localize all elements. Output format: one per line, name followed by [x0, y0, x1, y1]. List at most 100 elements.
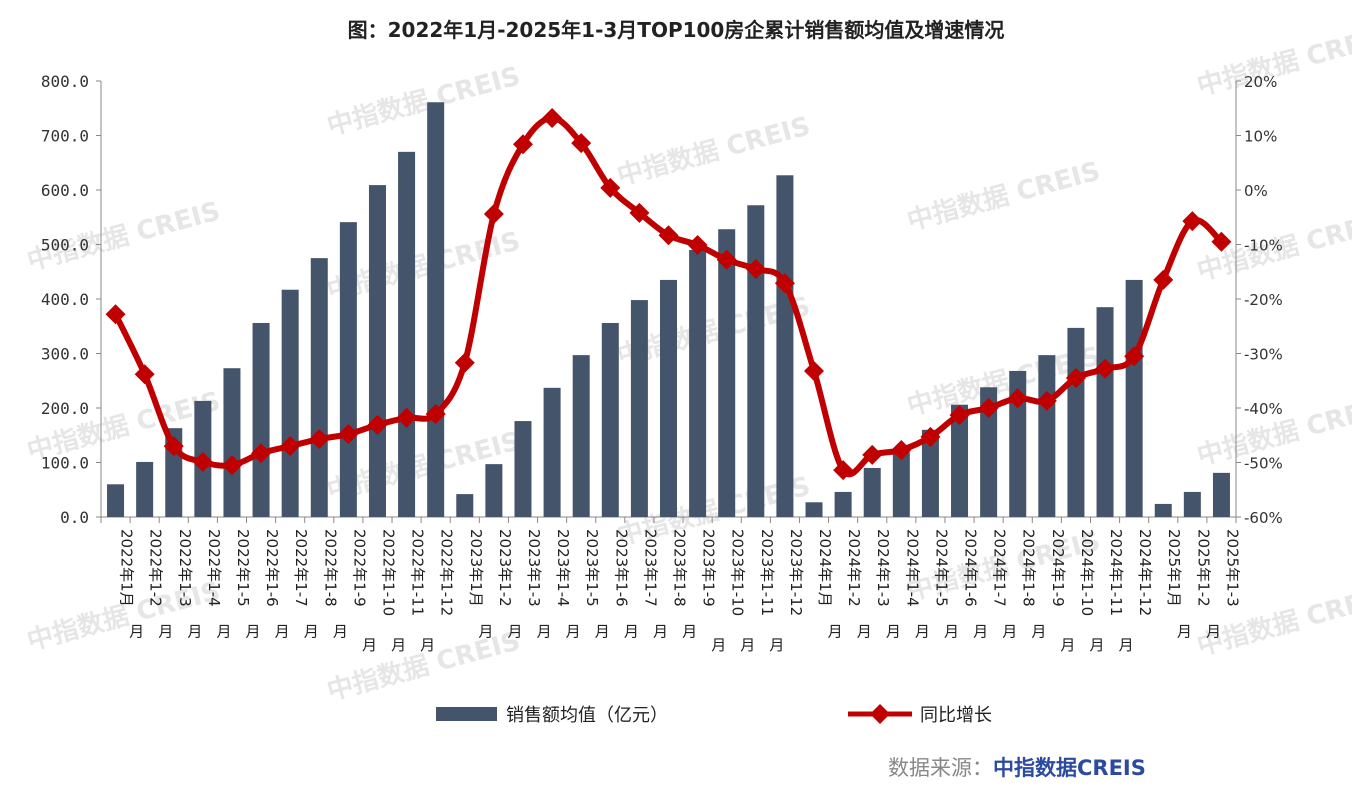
x-tick-label: 2024年1-9月: [1031, 529, 1067, 641]
growth-point: [1036, 390, 1057, 411]
source-name: 中指数据CREIS: [993, 756, 1146, 780]
bar: [892, 452, 910, 517]
x-tick-label: 2024年1-12 月: [1119, 529, 1155, 654]
chart-title: 图：2022年1月-2025年1-3月TOP100房企累计销售额均值及增速情况: [347, 18, 1005, 42]
left-tick-label: 100.0: [41, 454, 89, 473]
x-tick-label: 2022年1-7月: [275, 529, 311, 641]
x-tick-label-line: 月: [1060, 636, 1075, 654]
x-tick-label-line: 月: [362, 636, 377, 654]
x-tick-label-line: 2022年1-6: [263, 529, 281, 607]
x-tick-label-line: 月: [769, 636, 784, 654]
x-tick-label-line: 2023年1-9: [700, 529, 718, 607]
growth-point: [571, 133, 592, 154]
growth-point: [804, 360, 825, 381]
x-tick-label-line: 2022年1-12: [438, 529, 456, 616]
x-tick-label-line: 2024年1-4: [903, 529, 921, 607]
bar: [543, 387, 561, 517]
left-tick-label: 500.0: [41, 236, 89, 255]
bar: [136, 461, 154, 517]
x-tick-label-line: 2024年1-9: [1049, 529, 1067, 607]
x-tick-label-line: 2022年1-8: [321, 529, 339, 607]
x-tick-label-line: 2022年1-10: [379, 529, 397, 616]
x-tick-label-line: 月: [566, 623, 581, 641]
x-tick-label-line: 月: [828, 623, 843, 641]
growth-point: [309, 429, 330, 450]
x-tick-label: 2024年1-11 月: [1090, 529, 1126, 654]
bar: [951, 404, 969, 517]
x-tick-label: 2022年1-11 月: [391, 529, 427, 654]
growth-point: [251, 443, 272, 464]
growth-point: [949, 405, 970, 426]
x-tick-label: 2022年1-8月: [304, 529, 340, 641]
bar: [660, 279, 677, 517]
x-tick-label: 2023年1-2月: [478, 529, 514, 641]
right-tick-label: 0%: [1244, 182, 1268, 200]
x-tick-label: 2023年1-8月: [653, 529, 689, 641]
bar: [1038, 355, 1056, 517]
x-tick-label: 2023年1-3月: [507, 529, 543, 641]
bar: [776, 175, 794, 517]
bar: [630, 300, 648, 517]
growth-point: [425, 403, 446, 424]
x-tick-label: 2023年1-10 月: [711, 529, 747, 654]
x-tick-label-line: 月: [187, 623, 202, 641]
x-tick-label-line: 月: [682, 623, 697, 641]
growth-point: [192, 451, 213, 472]
x-tick-label: 2022年1-3月: [158, 529, 194, 641]
x-tick-label: 2023年1-4月: [537, 529, 573, 641]
x-tick-label-line: 月: [595, 623, 610, 641]
x-tick-label-line: 2024年1-10: [1078, 529, 1096, 616]
bar: [107, 484, 125, 517]
x-tick-label-line: 月: [1031, 623, 1046, 641]
growth-point: [1065, 368, 1086, 389]
growth-point: [542, 108, 563, 129]
x-tick-label-line: 月: [1090, 636, 1105, 654]
left-tick-label: 300.0: [41, 345, 89, 364]
x-tick-label-line: 月: [304, 623, 319, 641]
bar: [601, 322, 619, 517]
source-note: 数据来源：中指数据CREIS: [888, 752, 1146, 782]
x-tick-label-line: 2022年1-4: [205, 529, 223, 607]
bar: [1154, 503, 1172, 517]
legend-bar-label: 销售额均值（亿元）: [506, 705, 668, 726]
x-tick-label-line: 月: [624, 623, 639, 641]
x-tick-label: 2022年1月: [118, 529, 136, 607]
x-tick-label-line: 2022年1-7: [292, 529, 310, 607]
x-tick-label: 2022年1-9月: [333, 529, 369, 641]
bar: [921, 429, 939, 517]
x-tick-label: 2022年1-12 月: [420, 529, 456, 654]
bar: [368, 185, 386, 517]
x-tick-label: 2022年1-10 月: [362, 529, 398, 654]
bar: [980, 387, 998, 517]
growth-point: [745, 259, 766, 280]
right-tick-label: 10%: [1244, 128, 1277, 146]
x-tick-label-line: 2023年1-3: [525, 529, 543, 607]
legend: 销售额均值（亿元） 同比增长: [436, 704, 992, 726]
watermark-text: 中指数据 CREIS: [324, 61, 523, 141]
x-tick-label-line: 月: [740, 636, 755, 654]
bar: [252, 322, 270, 517]
x-tick-label-line: 月: [158, 623, 173, 641]
growth-point: [1007, 388, 1028, 409]
x-tick-label-line: 2022年1-11: [409, 529, 427, 616]
bar: [805, 502, 823, 517]
right-tick-label: -30%: [1244, 346, 1283, 364]
bar: [1096, 307, 1114, 517]
x-tick-label-line: 月: [333, 623, 348, 641]
x-tick-label-line: 月: [886, 623, 901, 641]
x-tick-label-line: 2022年1-5: [234, 529, 252, 607]
growth-point: [920, 426, 941, 447]
bar: [1067, 327, 1085, 517]
x-tick-label-line: 2024年1-12: [1136, 529, 1154, 616]
x-tick-label-line: 2022年1月: [118, 529, 136, 607]
growth-point: [658, 225, 679, 246]
x-tick-label-line: 月: [1119, 636, 1134, 654]
x-tick-label-line: 月: [653, 623, 668, 641]
left-tick-label: 200.0: [41, 399, 89, 418]
growth-point: [978, 398, 999, 418]
bar: [1009, 370, 1027, 517]
x-tick-label-line: 月: [711, 636, 726, 654]
x-tick-label-line: 月: [478, 623, 493, 641]
growth-point: [280, 436, 301, 457]
bar: [310, 258, 328, 517]
